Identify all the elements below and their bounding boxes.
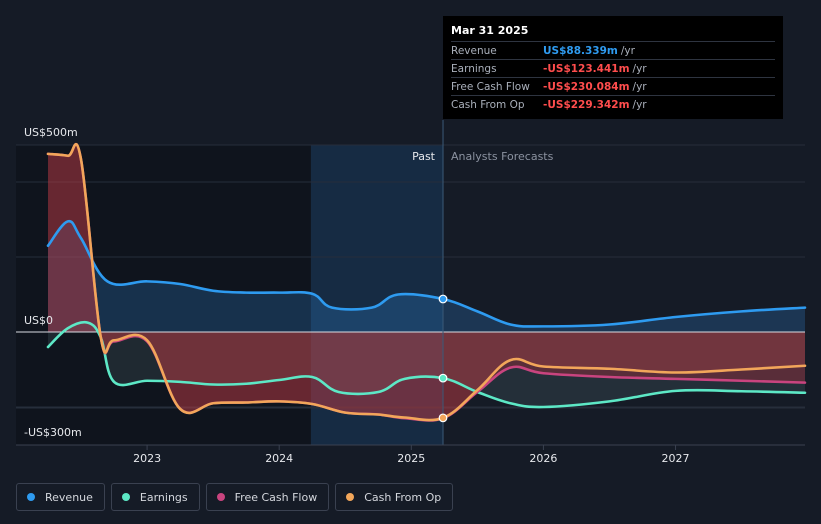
tooltip-unit: /yr — [632, 98, 647, 111]
tooltip-value: -US$229.342m — [543, 98, 630, 111]
legend-label: Revenue — [45, 490, 93, 504]
series-area-revenue — [48, 221, 805, 332]
past-shade-dark — [16, 145, 311, 445]
tooltip-value: US$88.339m — [543, 44, 618, 57]
tooltip-row-free-cash-flow: Free Cash Flow -US$230.084m /yr — [451, 77, 775, 95]
tooltip-unit: /yr — [632, 80, 647, 93]
marker-cash-from-op — [438, 413, 448, 423]
x-tick-label: 2027 — [662, 452, 690, 465]
tooltip-row-revenue: Revenue US$88.339m /yr — [451, 41, 775, 59]
tooltip-label: Free Cash Flow — [451, 80, 530, 93]
legend-label: Earnings — [139, 490, 188, 504]
forecast-label: Analysts Forecasts — [451, 150, 554, 163]
y-label-top: US$500m — [24, 126, 78, 139]
legend-label: Free Cash Flow — [234, 490, 318, 504]
tooltip-value: -US$123.441m — [543, 62, 630, 75]
legend: Revenue Earnings Free Cash Flow Cash Fro… — [16, 483, 454, 511]
tooltip-row-cash-from-op: Cash From Op -US$229.342m /yr — [451, 95, 775, 113]
x-axis-ticks: 2023 2024 2025 2026 2027 — [133, 445, 690, 465]
x-tick-label: 2026 — [529, 452, 557, 465]
x-tick-label: 2023 — [133, 452, 161, 465]
x-tick-label: 2025 — [397, 452, 425, 465]
tooltip-unit: /yr — [632, 62, 647, 75]
series-area-free-cash-flow — [48, 144, 805, 421]
series-line-cash-from-op — [46, 142, 807, 422]
tooltip-value: -US$230.084m — [543, 80, 630, 93]
series-line-revenue — [46, 219, 807, 328]
legend-dot-icon — [216, 493, 225, 501]
tooltip-panel: Mar 31 2025 Revenue US$88.339m /yr Earni… — [443, 16, 783, 119]
legend-dot-icon — [121, 493, 130, 501]
tooltip-label: Cash From Op — [451, 98, 525, 111]
tooltip-label: Earnings — [451, 62, 497, 75]
marker-revenue — [438, 294, 448, 304]
legend-label: Cash From Op — [364, 490, 442, 504]
tooltip-label: Revenue — [451, 44, 497, 57]
y-label-zero: US$0 — [24, 314, 53, 327]
legend-item-free-cash-flow[interactable]: Free Cash Flow — [205, 483, 330, 511]
past-label: Past — [412, 150, 436, 163]
marker-earnings — [438, 373, 448, 383]
legend-dot-icon — [27, 493, 35, 501]
series-lines — [46, 142, 807, 422]
series-markers — [438, 294, 448, 423]
tooltip-unit: /yr — [620, 44, 635, 57]
series-area-cash-from-op — [48, 144, 805, 421]
series-area-earnings — [48, 322, 805, 408]
series-fills — [48, 144, 805, 421]
tooltip-row-earnings: Earnings -US$123.441m /yr — [451, 59, 775, 77]
tooltip-date: Mar 31 2025 — [451, 24, 529, 37]
y-label-bottom: -US$300m — [24, 426, 82, 439]
legend-item-revenue[interactable]: Revenue — [16, 483, 105, 511]
x-tick-label: 2024 — [265, 452, 293, 465]
legend-item-cash-from-op[interactable]: Cash From Op — [335, 483, 454, 511]
series-line-earnings — [46, 320, 807, 409]
legend-item-earnings[interactable]: Earnings — [110, 483, 200, 511]
legend-dot-icon — [346, 493, 355, 501]
